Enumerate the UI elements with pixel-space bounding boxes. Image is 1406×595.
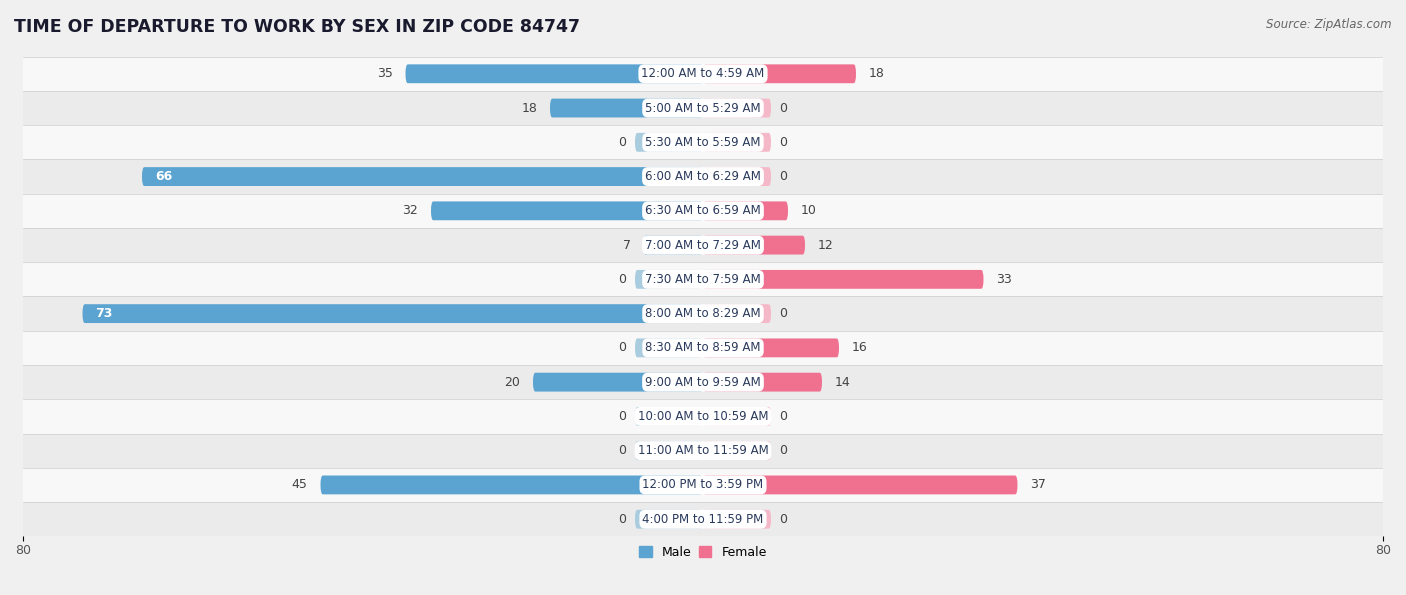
- Bar: [22, 331, 1384, 365]
- Text: 6:30 AM to 6:59 AM: 6:30 AM to 6:59 AM: [645, 204, 761, 217]
- Text: 0: 0: [779, 444, 787, 457]
- FancyBboxPatch shape: [703, 133, 770, 152]
- Text: Source: ZipAtlas.com: Source: ZipAtlas.com: [1267, 18, 1392, 31]
- Bar: [22, 194, 1384, 228]
- FancyBboxPatch shape: [83, 304, 703, 323]
- Text: 10:00 AM to 10:59 AM: 10:00 AM to 10:59 AM: [638, 410, 768, 423]
- Text: 7: 7: [623, 239, 631, 252]
- Bar: [22, 228, 1384, 262]
- Text: 11:00 AM to 11:59 AM: 11:00 AM to 11:59 AM: [638, 444, 768, 457]
- Legend: Male, Female: Male, Female: [634, 541, 772, 563]
- Text: 7:30 AM to 7:59 AM: 7:30 AM to 7:59 AM: [645, 273, 761, 286]
- FancyBboxPatch shape: [703, 167, 770, 186]
- Bar: [22, 434, 1384, 468]
- Bar: [22, 365, 1384, 399]
- Bar: [22, 57, 1384, 91]
- FancyBboxPatch shape: [405, 64, 703, 83]
- Text: 0: 0: [779, 410, 787, 423]
- Text: 6:00 AM to 6:29 AM: 6:00 AM to 6:29 AM: [645, 170, 761, 183]
- Text: 0: 0: [779, 307, 787, 320]
- FancyBboxPatch shape: [550, 99, 703, 117]
- Text: 0: 0: [779, 513, 787, 526]
- Bar: [22, 296, 1384, 331]
- Text: 0: 0: [779, 170, 787, 183]
- Text: 32: 32: [402, 204, 418, 217]
- Text: 4:00 PM to 11:59 PM: 4:00 PM to 11:59 PM: [643, 513, 763, 526]
- Text: 0: 0: [619, 136, 627, 149]
- FancyBboxPatch shape: [703, 304, 770, 323]
- Text: 0: 0: [619, 410, 627, 423]
- Text: 18: 18: [869, 67, 884, 80]
- Bar: [22, 159, 1384, 194]
- FancyBboxPatch shape: [636, 339, 703, 358]
- FancyBboxPatch shape: [636, 270, 703, 289]
- FancyBboxPatch shape: [636, 133, 703, 152]
- Text: 12:00 PM to 3:59 PM: 12:00 PM to 3:59 PM: [643, 478, 763, 491]
- FancyBboxPatch shape: [644, 236, 703, 255]
- Text: 73: 73: [96, 307, 112, 320]
- Bar: [22, 468, 1384, 502]
- FancyBboxPatch shape: [432, 202, 703, 220]
- FancyBboxPatch shape: [703, 64, 856, 83]
- Text: 12: 12: [818, 239, 834, 252]
- FancyBboxPatch shape: [636, 407, 703, 426]
- FancyBboxPatch shape: [703, 510, 770, 528]
- Text: 18: 18: [522, 102, 537, 115]
- Text: 0: 0: [619, 273, 627, 286]
- FancyBboxPatch shape: [703, 236, 806, 255]
- FancyBboxPatch shape: [703, 202, 787, 220]
- Text: TIME OF DEPARTURE TO WORK BY SEX IN ZIP CODE 84747: TIME OF DEPARTURE TO WORK BY SEX IN ZIP …: [14, 18, 581, 36]
- Text: 8:30 AM to 8:59 AM: 8:30 AM to 8:59 AM: [645, 342, 761, 355]
- Text: 7:00 AM to 7:29 AM: 7:00 AM to 7:29 AM: [645, 239, 761, 252]
- FancyBboxPatch shape: [533, 372, 703, 392]
- FancyBboxPatch shape: [703, 270, 984, 289]
- Text: 0: 0: [619, 444, 627, 457]
- Text: 35: 35: [377, 67, 392, 80]
- Text: 20: 20: [505, 375, 520, 389]
- Bar: [22, 91, 1384, 125]
- FancyBboxPatch shape: [321, 475, 703, 494]
- Text: 0: 0: [779, 102, 787, 115]
- Text: 8:00 AM to 8:29 AM: 8:00 AM to 8:29 AM: [645, 307, 761, 320]
- Bar: [22, 399, 1384, 434]
- Text: 12:00 AM to 4:59 AM: 12:00 AM to 4:59 AM: [641, 67, 765, 80]
- FancyBboxPatch shape: [703, 475, 1018, 494]
- FancyBboxPatch shape: [703, 372, 823, 392]
- Text: 33: 33: [997, 273, 1012, 286]
- Text: 10: 10: [801, 204, 817, 217]
- FancyBboxPatch shape: [142, 167, 703, 186]
- Text: 0: 0: [779, 136, 787, 149]
- FancyBboxPatch shape: [703, 407, 770, 426]
- Bar: [22, 262, 1384, 296]
- Text: 0: 0: [619, 513, 627, 526]
- Bar: [22, 125, 1384, 159]
- Text: 0: 0: [619, 342, 627, 355]
- Text: 5:00 AM to 5:29 AM: 5:00 AM to 5:29 AM: [645, 102, 761, 115]
- Text: 9:00 AM to 9:59 AM: 9:00 AM to 9:59 AM: [645, 375, 761, 389]
- FancyBboxPatch shape: [703, 99, 770, 117]
- Text: 66: 66: [155, 170, 172, 183]
- Text: 45: 45: [292, 478, 308, 491]
- FancyBboxPatch shape: [636, 441, 703, 460]
- Bar: [22, 502, 1384, 536]
- Text: 14: 14: [835, 375, 851, 389]
- FancyBboxPatch shape: [703, 339, 839, 358]
- FancyBboxPatch shape: [636, 510, 703, 528]
- Text: 5:30 AM to 5:59 AM: 5:30 AM to 5:59 AM: [645, 136, 761, 149]
- FancyBboxPatch shape: [703, 441, 770, 460]
- Text: 37: 37: [1031, 478, 1046, 491]
- Text: 16: 16: [852, 342, 868, 355]
